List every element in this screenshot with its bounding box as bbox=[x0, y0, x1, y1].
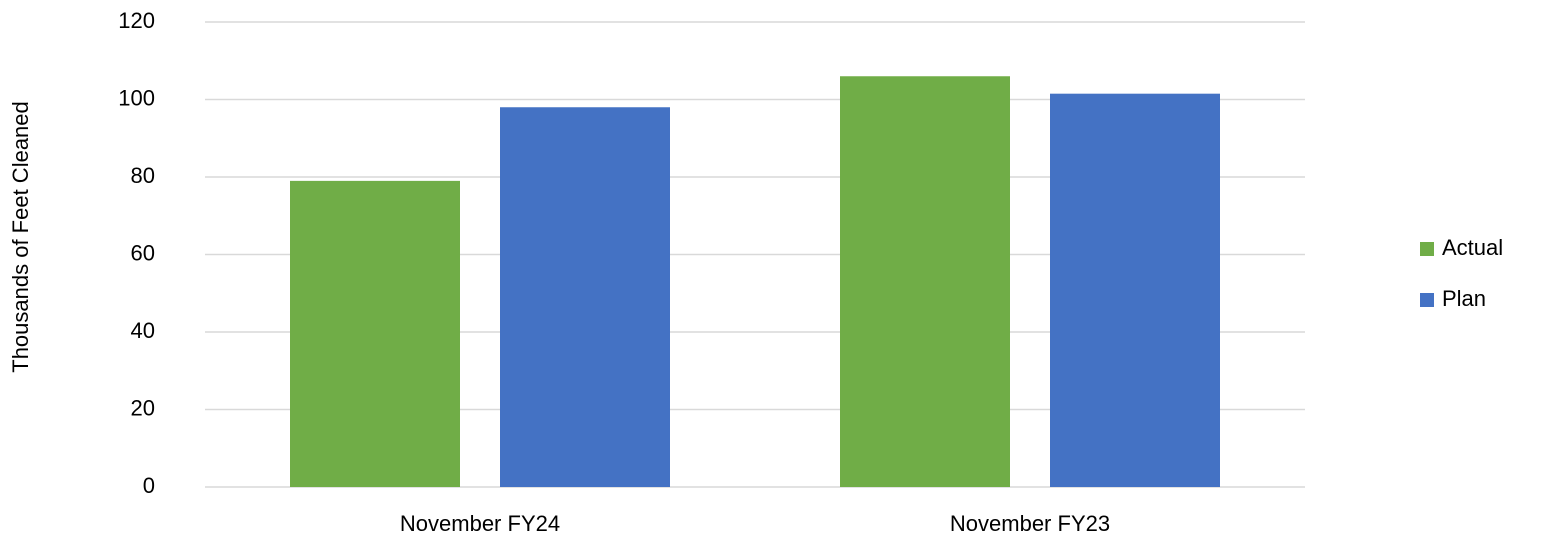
y-tick-label: 60 bbox=[131, 240, 155, 265]
legend-swatch bbox=[1420, 242, 1434, 256]
x-tick-label: November FY24 bbox=[400, 511, 560, 536]
y-tick-label: 120 bbox=[118, 8, 155, 33]
y-tick-label: 40 bbox=[131, 318, 155, 343]
legend-label: Plan bbox=[1442, 286, 1486, 311]
x-tick-label: November FY23 bbox=[950, 511, 1110, 536]
y-tick-label: 100 bbox=[118, 85, 155, 110]
legend-swatch bbox=[1420, 293, 1434, 307]
y-tick-label: 80 bbox=[131, 163, 155, 188]
legend-label: Actual bbox=[1442, 235, 1503, 260]
bar bbox=[290, 180, 460, 487]
y-axis-title: Thousands of Feet Cleaned bbox=[8, 101, 33, 373]
bar bbox=[840, 76, 1010, 487]
bar bbox=[1050, 93, 1220, 487]
bar bbox=[500, 107, 670, 487]
y-tick-label: 20 bbox=[131, 395, 155, 420]
y-tick-label: 0 bbox=[143, 473, 155, 498]
